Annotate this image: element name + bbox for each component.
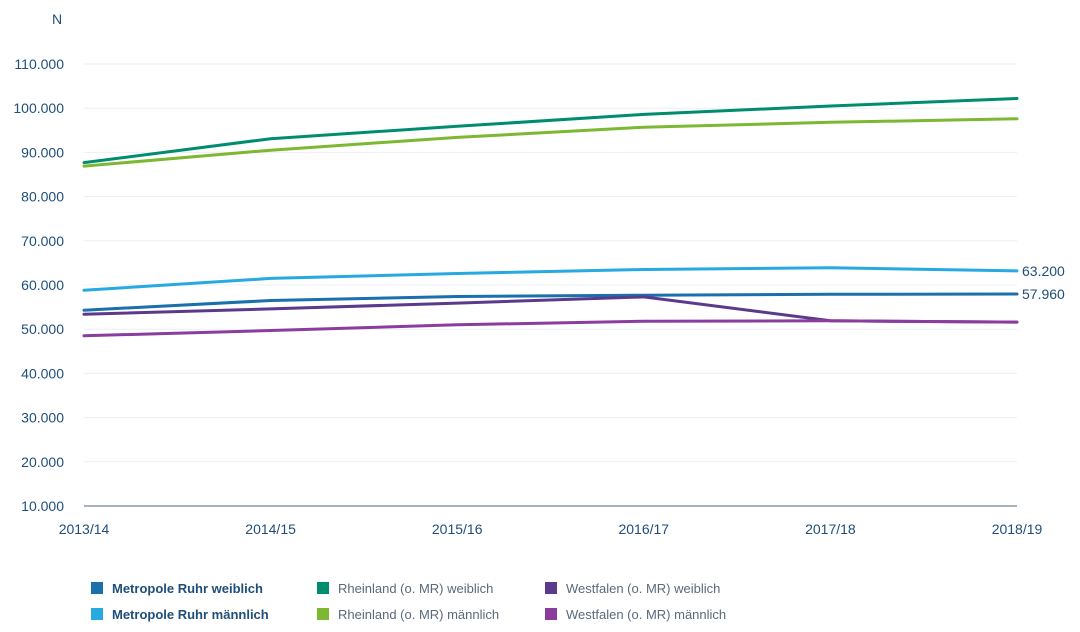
series-line	[82, 295, 1019, 324]
legend-item: Metropole Ruhr weiblich	[91, 581, 263, 596]
series-line	[82, 292, 1019, 312]
y-tick-label: 40.000	[21, 365, 64, 381]
legend-swatch	[317, 608, 329, 620]
y-tick-label: 20.000	[21, 454, 64, 470]
legend-item: Rheinland (o. MR) weiblich	[317, 581, 493, 596]
legend-label: Rheinland (o. MR) weiblich	[338, 581, 493, 596]
series-line	[82, 97, 1019, 165]
legend-label: Westfalen (o. MR) weiblich	[566, 581, 720, 596]
legend-swatch	[545, 582, 557, 594]
y-tick-label: 60.000	[21, 277, 64, 293]
series-lines	[82, 97, 1019, 338]
series-line	[82, 266, 1019, 292]
y-tick-label: 110.000	[14, 56, 64, 72]
y-tick-label: 100.000	[13, 100, 64, 116]
legend-label: Metropole Ruhr männlich	[112, 607, 269, 622]
legend-label: Rheinland (o. MR) männlich	[338, 607, 499, 622]
legend-label: Westfalen (o. MR) männlich	[566, 607, 726, 622]
x-tick-label: 2013/14	[59, 521, 110, 537]
x-tick-label: 2018/19	[992, 521, 1043, 537]
x-tick-label: 2015/16	[432, 521, 483, 537]
y-axis-label: N	[52, 11, 62, 27]
legend-item: Metropole Ruhr männlich	[91, 607, 269, 622]
legend-swatch	[91, 608, 103, 620]
x-tick-label: 2016/17	[618, 521, 669, 537]
y-tick-label: 10.000	[21, 498, 64, 514]
series-line	[82, 117, 1019, 168]
series-line	[82, 319, 1019, 338]
legend-item: Rheinland (o. MR) männlich	[317, 607, 499, 622]
end-value-label: 63.200	[1022, 263, 1065, 279]
legend-item: Westfalen (o. MR) männlich	[545, 607, 726, 622]
legend-swatch	[317, 582, 329, 594]
x-tick-labels: 2013/14 2014/15 2015/16 2016/17 2017/18 2018/…	[59, 521, 1043, 537]
y-tick-label: 90.000	[21, 144, 64, 160]
y-tick-label: 30.000	[21, 410, 64, 426]
x-tick-label: 2017/18	[805, 521, 856, 537]
end-value-label: 57.960	[1022, 286, 1065, 302]
end-labels: 57.960 63.200	[1022, 263, 1065, 302]
legend: Metropole Ruhr weiblich Metropole Ruhr mä…	[91, 581, 726, 622]
y-tick-labels: 10.000 20.000 30.000 40.000 50.000 60.000 70.0…	[13, 56, 64, 514]
legend-label: Metropole Ruhr weiblich	[112, 581, 263, 596]
x-tick-label: 2014/15	[245, 521, 296, 537]
legend-item: Westfalen (o. MR) weiblich	[545, 581, 720, 596]
grid-lines	[84, 63, 1017, 463]
y-tick-label: 70.000	[21, 233, 64, 249]
legend-swatch	[545, 608, 557, 620]
legend-swatch	[91, 582, 103, 594]
y-tick-label: 80.000	[21, 189, 64, 205]
y-tick-label: 50.000	[21, 321, 64, 337]
